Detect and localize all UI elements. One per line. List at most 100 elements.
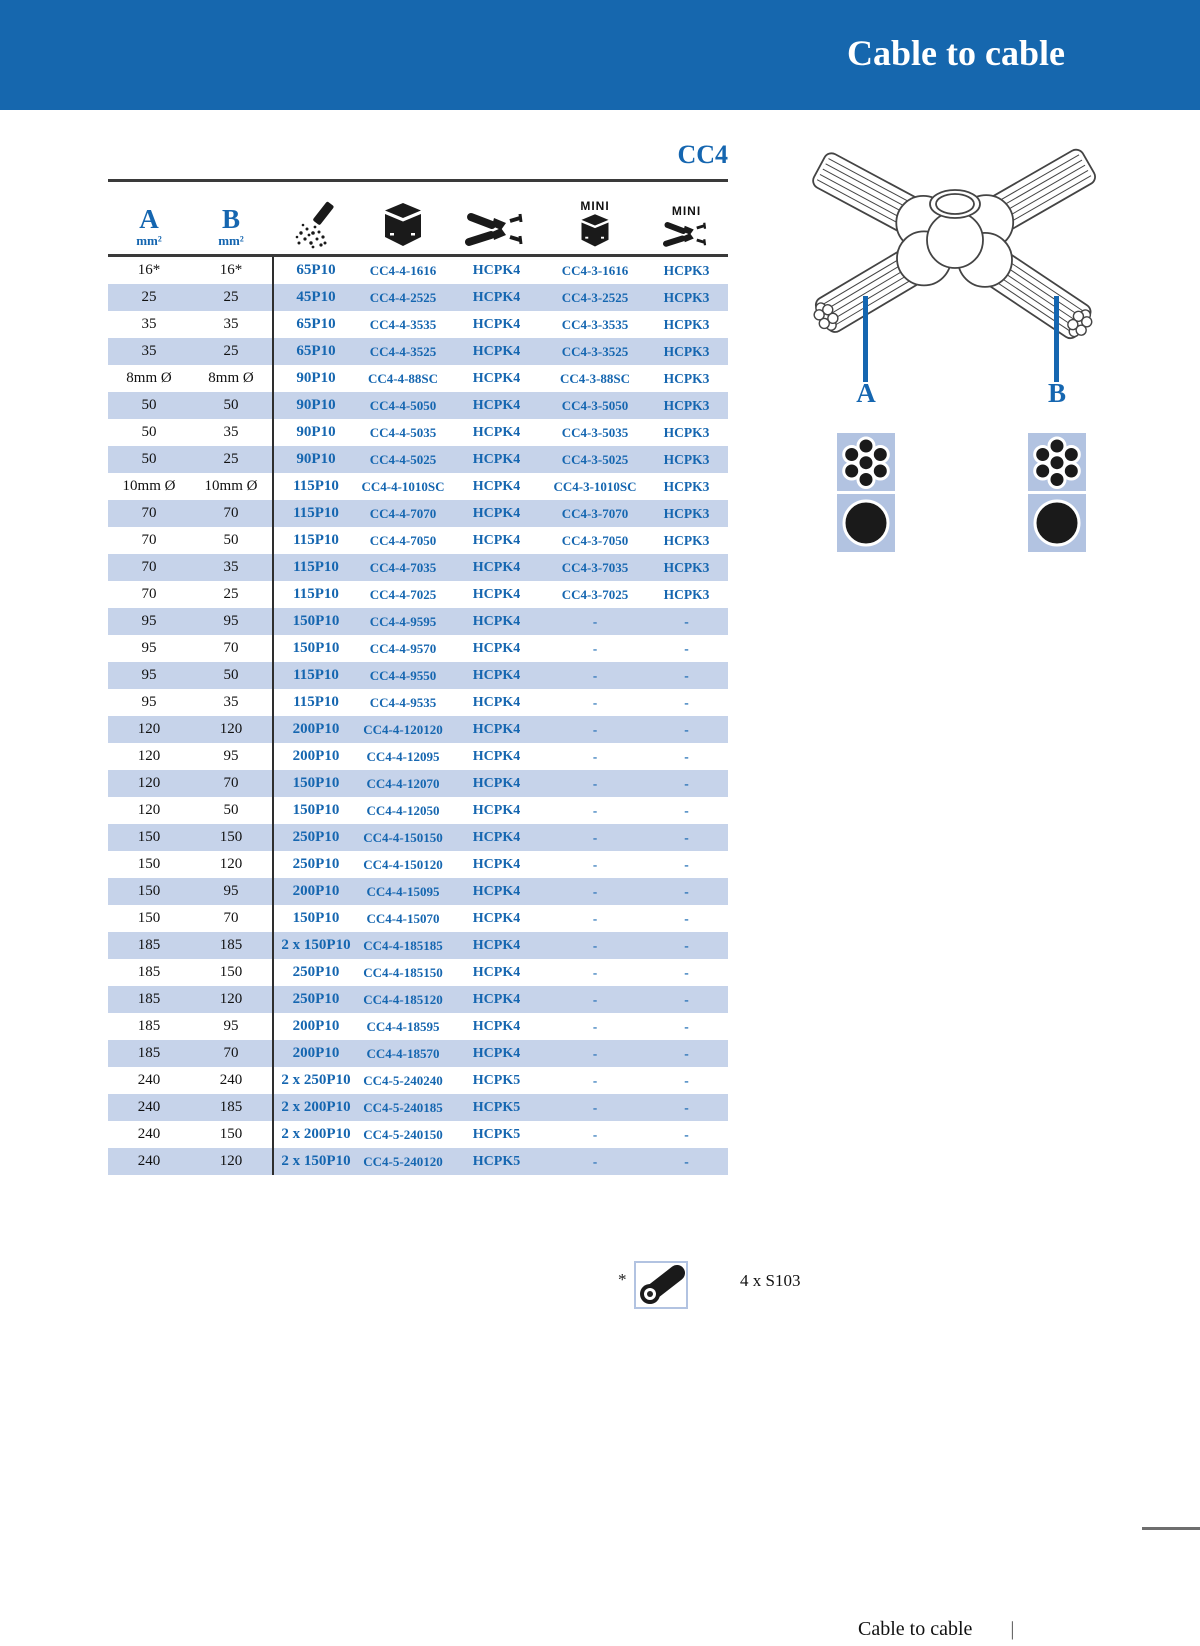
table-row: 70 50 115P10 CC4-4-7050 HCPK4 CC4-3-7050 HCPK3: [108, 527, 728, 554]
cell-mini-mould-ref: -: [592, 1073, 598, 1088]
cell-mini-mould-ref: -: [592, 1046, 598, 1061]
cell-clamp-ref: HCPK4: [472, 425, 521, 440]
cell-clamp-ref: HCPK4: [472, 884, 521, 899]
cell-powder-charge: 250P10: [272, 959, 358, 986]
cell-clamp-ref: HCPK4: [472, 587, 521, 602]
column-a-unit: mm²: [136, 233, 162, 249]
cell-mini-mould-ref: CC4-3-7050: [561, 533, 629, 548]
mini-mould-icon: [581, 214, 609, 247]
cell-a: 150: [137, 829, 161, 845]
cell-powder-charge: 2 x 200P10: [272, 1121, 358, 1148]
cell-mini-clamp-ref: HCPK3: [663, 452, 710, 467]
cell-clamp-ref: HCPK4: [472, 317, 521, 332]
cell-mini-clamp-ref: HCPK3: [663, 317, 710, 332]
table-row: 240 240 2 x 250P10 CC4-5-240240 HCPK5 - -: [108, 1067, 728, 1094]
cell-mini-mould-ref: -: [592, 1100, 598, 1115]
cell-mini-clamp-ref: -: [684, 614, 689, 629]
cell-clamp-ref: HCPK4: [472, 857, 521, 872]
cell-powder-charge: 2 x 150P10: [272, 932, 358, 959]
cell-mini-clamp-ref: -: [684, 857, 689, 872]
cell-mini-mould-ref: -: [592, 965, 598, 980]
cell-powder-charge: 150P10: [272, 608, 358, 635]
cell-powder-charge: 115P10: [272, 554, 358, 581]
table-row: 185 150 250P10 CC4-4-185150 HCPK4 - -: [108, 959, 728, 986]
cell-powder-charge: 250P10: [272, 851, 358, 878]
cell-mini-mould-ref: CC4-3-7035: [561, 560, 629, 575]
cell-powder-charge: 150P10: [272, 797, 358, 824]
figure-label-b: B: [1047, 378, 1066, 408]
cell-clamp-ref: HCPK4: [472, 641, 521, 656]
cell-clamp-ref: HCPK4: [472, 290, 521, 305]
table-header: A mm² B mm²: [108, 179, 728, 257]
cell-powder-charge: 65P10: [272, 257, 358, 284]
cell-mini-mould-ref: CC4-3-5035: [561, 425, 629, 440]
cell-mini-mould-ref: CC4-3-7025: [561, 587, 629, 602]
cell-mini-clamp-ref: -: [684, 911, 689, 926]
cell-mould-ref: CC4-4-5025: [369, 452, 437, 467]
cell-clamp-ref: HCPK4: [472, 560, 521, 575]
cell-mould-ref: CC4-4-9595: [369, 614, 437, 629]
cell-b: 95: [223, 1018, 239, 1034]
table-row: 25 25 45P10 CC4-4-2525 HCPK4 CC4-3-2525 HCPK3: [108, 284, 728, 311]
table-title: CC4: [677, 140, 728, 169]
cell-clamp-ref: HCPK4: [472, 371, 521, 386]
table-row: 240 185 2 x 200P10 CC4-5-240185 HCPK5 - -: [108, 1094, 728, 1121]
handle-clamp-icon: [464, 213, 522, 246]
cell-b: 185: [219, 1099, 243, 1115]
column-b-label: B: [221, 204, 240, 235]
cell-mini-clamp-ref: HCPK3: [663, 560, 710, 575]
cell-b: 185: [219, 937, 243, 953]
cell-mini-clamp-ref: -: [684, 776, 689, 791]
cell-mini-clamp-ref: -: [684, 1154, 689, 1169]
cell-mini-clamp-ref: HCPK3: [663, 587, 710, 602]
cell-a: 150: [137, 910, 161, 926]
cell-clamp-ref: HCPK4: [472, 344, 521, 359]
cell-mini-mould-ref: -: [592, 641, 598, 656]
cell-powder-charge: 65P10: [272, 338, 358, 365]
cell-clamp-ref: HCPK4: [472, 398, 521, 413]
figure-label-a: A: [856, 378, 876, 408]
footnote-icon-box: [634, 1261, 688, 1309]
table-row: 185 95 200P10 CC4-4-18595 HCPK4 - -: [108, 1013, 728, 1040]
cell-powder-charge: 65P10: [272, 311, 358, 338]
cell-mould-ref: CC4-4-5050: [369, 398, 437, 413]
cell-clamp-ref: HCPK5: [472, 1154, 521, 1169]
table-row: 16* 16* 65P10 CC4-4-1616 HCPK4 CC4-3-1616 HCPK…: [108, 257, 728, 284]
cell-b: 120: [219, 856, 243, 872]
cell-a: 70: [141, 586, 157, 602]
cell-a: 25: [141, 289, 157, 305]
cell-a: 120: [137, 802, 161, 818]
column-b-unit: mm²: [218, 233, 244, 249]
cell-mould-ref: CC4-4-3525: [369, 344, 437, 359]
cell-powder-charge: 200P10: [272, 1013, 358, 1040]
stranded-conductor-icon: [1033, 436, 1081, 489]
cell-a: 185: [137, 1045, 161, 1061]
cell-a: 95: [141, 667, 157, 683]
cell-a: 185: [137, 991, 161, 1007]
cell-mould-ref: CC4-4-185120: [363, 992, 443, 1007]
cell-mini-mould-ref: -: [592, 695, 598, 710]
table-row: 95 70 150P10 CC4-4-9570 HCPK4 - -: [108, 635, 728, 662]
cell-clamp-ref: HCPK4: [472, 776, 521, 791]
page-edge-rule: [1142, 1527, 1200, 1530]
cell-powder-charge: 2 x 250P10: [272, 1067, 358, 1094]
cell-b: 8mm Ø: [208, 370, 254, 386]
cell-clamp-ref: HCPK4: [472, 1046, 521, 1061]
table-row: 70 70 115P10 CC4-4-7070 HCPK4 CC4-3-7070 HCPK3: [108, 500, 728, 527]
table-row: 240 150 2 x 200P10 CC4-5-240150 HCPK5 - -: [108, 1121, 728, 1148]
cell-mini-clamp-ref: -: [684, 965, 689, 980]
cell-mould-ref: CC4-4-150120: [363, 857, 443, 872]
cell-b: 120: [219, 721, 243, 737]
cell-mini-clamp-ref: -: [684, 668, 689, 683]
cell-powder-charge: 115P10: [272, 581, 358, 608]
cell-clamp-ref: HCPK4: [472, 668, 521, 683]
column-header-a: A mm²: [108, 182, 190, 254]
cell-a: 70: [141, 559, 157, 575]
cell-mould-ref: CC4-4-7070: [369, 506, 437, 521]
cell-mini-clamp-ref: -: [684, 830, 689, 845]
cell-b: 25: [223, 586, 239, 602]
cell-mini-mould-ref: -: [592, 1127, 598, 1142]
cell-mini-mould-ref: -: [592, 722, 598, 737]
cell-powder-charge: 90P10: [272, 419, 358, 446]
